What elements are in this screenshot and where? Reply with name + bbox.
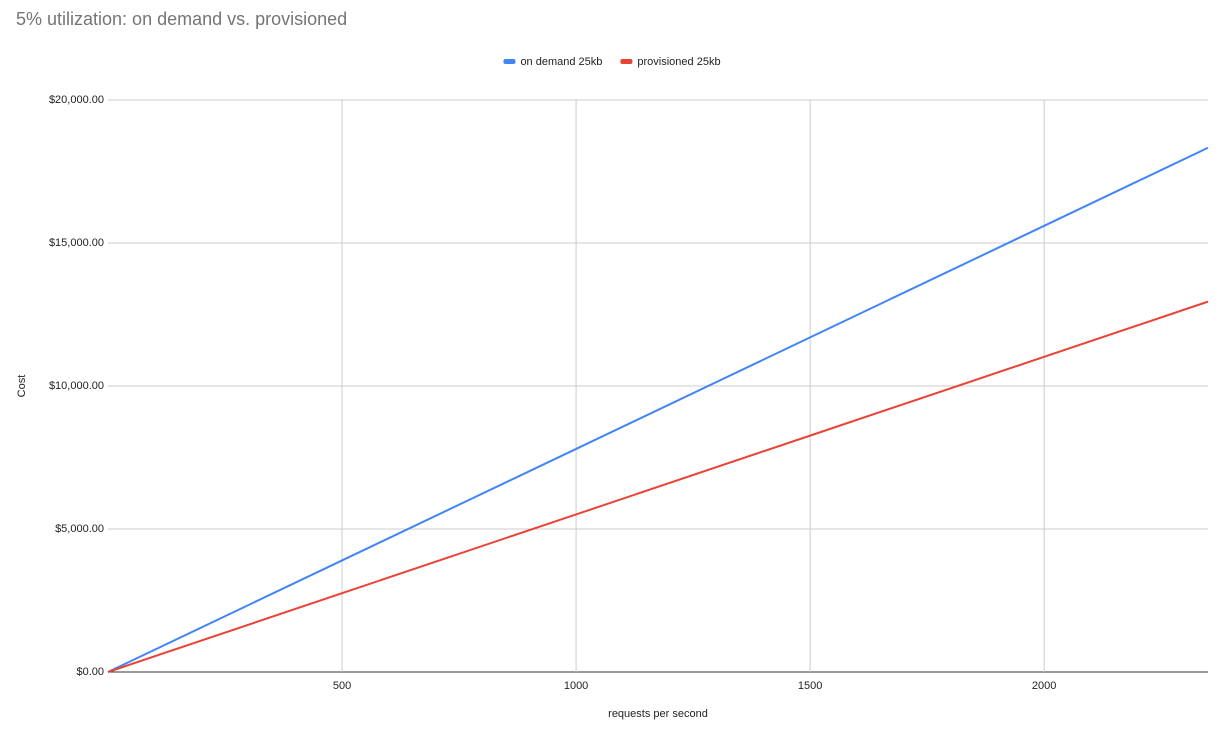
y-tick-label: $10,000.00 xyxy=(49,380,104,392)
y-tick-label: $20,000.00 xyxy=(49,94,104,106)
y-tick-label: $15,000.00 xyxy=(49,237,104,249)
legend-swatch xyxy=(620,59,633,64)
legend: on demand 25kb provisioned 25kb xyxy=(503,56,721,68)
x-axis-label: requests per second xyxy=(608,708,708,720)
line-series xyxy=(107,300,1209,673)
y-tick-label: $0.00 xyxy=(76,666,104,678)
chart-title: 5% utilization: on demand vs. provisione… xyxy=(16,9,347,29)
x-tick-label: 500 xyxy=(333,680,351,692)
legend-item: provisioned 25kb xyxy=(620,56,721,68)
y-tick-label: $5,000.00 xyxy=(55,523,104,535)
legend-label: on demand 25kb xyxy=(520,56,602,68)
legend-label: provisioned 25kb xyxy=(637,56,720,68)
legend-item: on demand 25kb xyxy=(503,56,602,68)
x-tick-label: 2000 xyxy=(1032,680,1056,692)
legend-swatch xyxy=(503,59,516,64)
y-axis-label: Cost xyxy=(16,375,28,398)
line-series xyxy=(107,146,1209,673)
x-tick-label: 1000 xyxy=(564,680,588,692)
x-tick-label: 1500 xyxy=(798,680,822,692)
